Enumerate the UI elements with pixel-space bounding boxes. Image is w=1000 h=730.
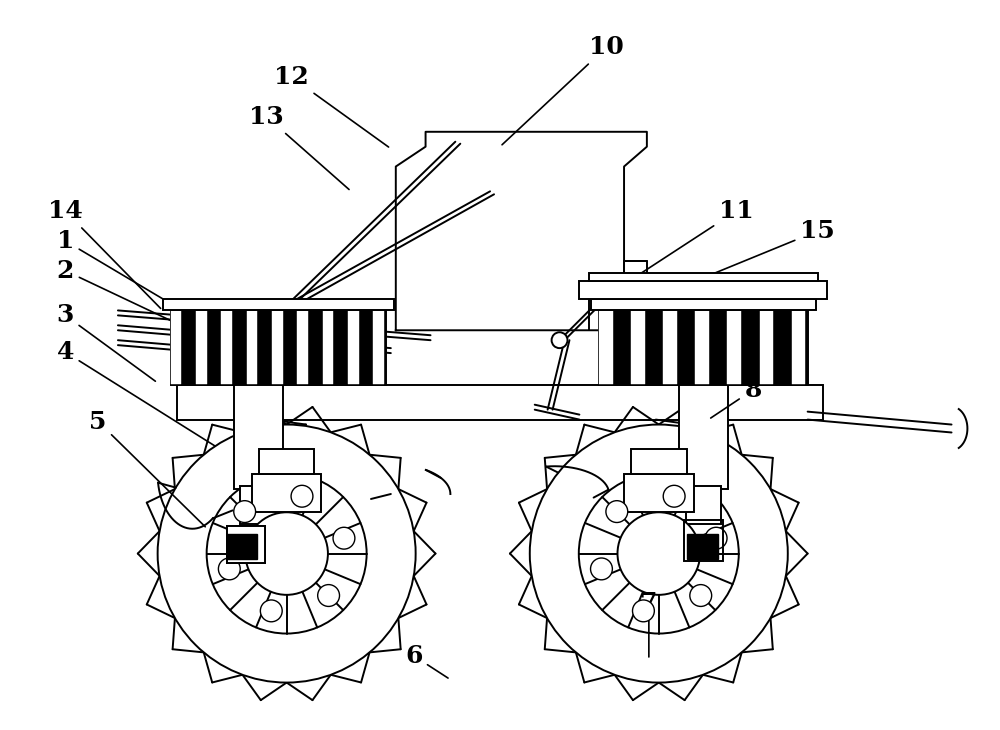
Bar	[163, 299, 394, 310]
Bar	[792, 312, 805, 384]
Bar	[171, 312, 181, 384]
Bar	[686, 486, 721, 524]
Circle shape	[552, 332, 567, 348]
Bar	[579, 280, 827, 299]
Bar	[599, 310, 808, 385]
Bar	[221, 312, 232, 384]
Circle shape	[291, 485, 313, 507]
Circle shape	[633, 600, 654, 622]
Circle shape	[690, 585, 712, 607]
Bar	[591, 299, 816, 310]
Bar	[727, 312, 741, 384]
Bar	[624, 474, 694, 512]
Bar	[323, 312, 333, 384]
Circle shape	[318, 585, 340, 607]
Circle shape	[606, 501, 628, 523]
Circle shape	[705, 527, 727, 549]
Bar	[373, 312, 384, 384]
Bar	[252, 474, 321, 512]
Bar	[234, 385, 283, 489]
Text: 15: 15	[711, 219, 835, 274]
Circle shape	[591, 558, 612, 580]
Bar	[272, 312, 283, 384]
Bar	[297, 312, 308, 384]
Bar	[695, 312, 709, 384]
Bar	[348, 312, 359, 384]
Bar	[247, 312, 257, 384]
Bar	[631, 312, 645, 384]
Bar	[679, 385, 728, 489]
Bar	[177, 385, 823, 420]
Bar	[599, 312, 613, 384]
Bar	[227, 526, 265, 564]
Polygon shape	[687, 534, 718, 558]
Bar	[227, 526, 265, 564]
Text: 8: 8	[711, 378, 762, 418]
Circle shape	[260, 600, 282, 622]
Circle shape	[245, 512, 328, 595]
Circle shape	[530, 425, 788, 683]
Bar	[589, 273, 818, 280]
Bar	[760, 312, 773, 384]
Text: 13: 13	[249, 105, 349, 190]
Text: 1: 1	[57, 229, 200, 321]
Bar	[663, 312, 677, 384]
Bar	[171, 310, 386, 385]
Bar	[240, 486, 276, 524]
Polygon shape	[227, 534, 257, 558]
Circle shape	[579, 474, 739, 634]
Bar	[259, 449, 314, 474]
Text: 5: 5	[89, 410, 205, 527]
Text: 7: 7	[640, 591, 658, 657]
Text: 10: 10	[502, 36, 624, 145]
Text: 6: 6	[405, 644, 448, 678]
Circle shape	[207, 474, 367, 634]
Circle shape	[617, 512, 700, 595]
Bar	[631, 449, 687, 474]
Text: 3: 3	[57, 304, 155, 381]
Circle shape	[218, 558, 240, 580]
Circle shape	[333, 527, 355, 549]
Circle shape	[663, 485, 685, 507]
Circle shape	[234, 501, 256, 523]
Text: 4: 4	[57, 340, 215, 446]
Text: 12: 12	[274, 65, 389, 147]
Text: 11: 11	[602, 199, 754, 299]
Bar	[196, 312, 207, 384]
Circle shape	[158, 425, 416, 683]
Bar	[684, 520, 723, 561]
Text: 14: 14	[48, 199, 161, 309]
Text: 2: 2	[57, 258, 210, 339]
